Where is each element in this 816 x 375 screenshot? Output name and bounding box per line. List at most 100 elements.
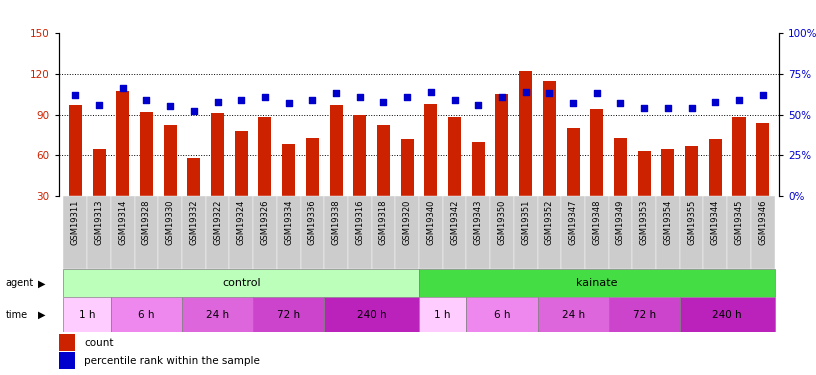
Point — [377, 99, 390, 105]
Bar — [490, 196, 514, 269]
Bar — [632, 196, 656, 269]
Text: GSM19322: GSM19322 — [213, 200, 222, 245]
Text: GSM19313: GSM19313 — [95, 200, 104, 245]
Bar — [680, 297, 774, 332]
Bar — [64, 297, 111, 332]
Bar — [703, 196, 727, 269]
Text: GSM19350: GSM19350 — [498, 200, 507, 245]
Point — [282, 100, 295, 106]
Bar — [680, 196, 703, 269]
Text: GSM19338: GSM19338 — [331, 200, 340, 245]
Point — [401, 94, 414, 100]
Point — [495, 94, 508, 100]
Bar — [164, 126, 177, 196]
Bar — [377, 126, 390, 196]
Text: GSM19349: GSM19349 — [616, 200, 625, 245]
Bar — [637, 151, 650, 196]
Bar — [188, 158, 201, 196]
Text: GSM19320: GSM19320 — [402, 200, 411, 245]
Point — [424, 89, 437, 95]
Bar — [443, 196, 467, 269]
Text: 24 h: 24 h — [206, 310, 229, 320]
Point — [211, 99, 224, 105]
Bar — [467, 196, 490, 269]
Point — [140, 97, 153, 103]
Text: GSM19343: GSM19343 — [474, 200, 483, 245]
Text: GSM19318: GSM19318 — [379, 200, 388, 245]
Bar — [64, 196, 87, 269]
Bar — [566, 128, 579, 196]
Bar — [371, 196, 395, 269]
Point — [614, 100, 627, 106]
Text: GSM19345: GSM19345 — [734, 200, 743, 245]
Point — [330, 90, 343, 96]
Bar — [324, 297, 419, 332]
Point — [661, 105, 674, 111]
Bar — [353, 115, 366, 196]
Point — [116, 86, 129, 92]
Bar — [467, 297, 538, 332]
Bar — [92, 148, 105, 196]
Text: time: time — [6, 310, 28, 320]
Bar — [87, 196, 111, 269]
Text: GSM19346: GSM19346 — [758, 200, 767, 245]
Bar — [543, 81, 556, 196]
Bar — [472, 142, 485, 196]
Bar — [401, 139, 414, 196]
Bar — [661, 148, 674, 196]
Bar — [419, 297, 467, 332]
Text: GSM19354: GSM19354 — [663, 200, 672, 245]
Text: GSM19324: GSM19324 — [237, 200, 246, 245]
Bar — [116, 92, 129, 196]
Bar — [229, 196, 253, 269]
Bar — [140, 112, 153, 196]
Bar — [519, 71, 532, 196]
Text: GSM19316: GSM19316 — [355, 200, 364, 245]
Bar — [182, 196, 206, 269]
Text: GSM19347: GSM19347 — [569, 200, 578, 245]
Bar — [448, 117, 461, 196]
Bar — [709, 139, 722, 196]
Point — [637, 105, 650, 111]
Bar — [211, 113, 224, 196]
Point — [472, 102, 485, 108]
Point — [69, 92, 82, 98]
Bar — [253, 196, 277, 269]
Bar — [733, 117, 746, 196]
Text: GSM19342: GSM19342 — [450, 200, 459, 245]
Bar — [514, 196, 538, 269]
Text: GSM19311: GSM19311 — [71, 200, 80, 245]
Text: control: control — [222, 278, 260, 288]
Bar — [751, 196, 774, 269]
Text: 240 h: 240 h — [712, 310, 742, 320]
Bar — [656, 196, 680, 269]
Bar — [259, 117, 272, 196]
Bar — [306, 138, 319, 196]
Point — [756, 92, 769, 98]
Bar — [538, 297, 609, 332]
Bar — [206, 196, 229, 269]
Point — [188, 108, 201, 114]
Bar — [395, 196, 419, 269]
Text: GSM19326: GSM19326 — [260, 200, 269, 245]
Bar — [111, 297, 182, 332]
Text: kainate: kainate — [576, 278, 618, 288]
Text: 240 h: 240 h — [357, 310, 387, 320]
Bar — [614, 138, 627, 196]
Text: GSM19352: GSM19352 — [545, 200, 554, 245]
Bar — [324, 196, 348, 269]
Point — [353, 94, 366, 100]
Point — [259, 94, 272, 100]
Bar — [64, 269, 419, 297]
Bar — [590, 109, 603, 196]
Text: GSM19330: GSM19330 — [166, 200, 175, 245]
Bar — [59, 334, 74, 351]
Text: GSM19340: GSM19340 — [427, 200, 436, 245]
Point — [685, 105, 698, 111]
Point — [709, 99, 722, 105]
Bar — [419, 269, 774, 297]
Bar — [495, 94, 508, 196]
Text: GSM19332: GSM19332 — [189, 200, 198, 245]
Bar — [561, 196, 585, 269]
Text: count: count — [84, 338, 113, 348]
